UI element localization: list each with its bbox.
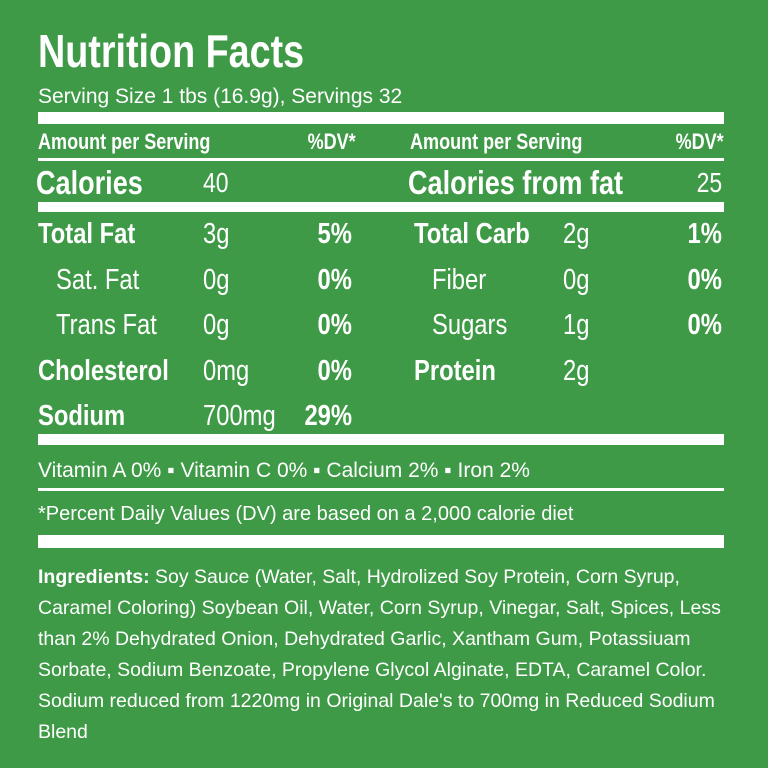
- calories-value: 25: [696, 167, 722, 198]
- nutrient-name: Total Fat: [38, 218, 136, 250]
- nutrient-amount: 0g: [203, 263, 230, 296]
- dv-header: %DV*: [307, 129, 356, 154]
- calories-label: Calories: [36, 164, 143, 201]
- nutrient-dv: 1%: [687, 218, 722, 250]
- thick-rule: [38, 434, 724, 445]
- nutrient-amount: 3g: [203, 218, 230, 250]
- nutrient-dv: 0%: [317, 263, 352, 296]
- amount-header: Amount per Serving: [410, 129, 583, 154]
- nutrient-dv: 29%: [304, 400, 352, 432]
- nutrient-name: Sat. Fat: [56, 263, 140, 296]
- nutrient-dv: 0%: [687, 263, 722, 296]
- nutrient-amount: 1g: [563, 309, 590, 341]
- thick-rule: [38, 202, 724, 212]
- nutrient-name: Cholesterol: [38, 354, 169, 387]
- nutrient-dv: 0%: [687, 309, 722, 341]
- nutrient-amount: 0g: [563, 263, 590, 296]
- thick-rule: [38, 112, 724, 124]
- nutrient-amount: 0mg: [203, 354, 250, 387]
- nutrient-name: Total Carb: [414, 218, 530, 250]
- vitamins: Vitamin A 0% ▪ Vitamin C 0% ▪ Calcium 2%…: [38, 459, 530, 482]
- ingredients-text: Soy Sauce (Water, Salt, Hydrolized Soy P…: [38, 566, 721, 743]
- nutrient-name: Sugars: [432, 309, 508, 341]
- nutrient-dv: 0%: [317, 309, 352, 341]
- nutrient-amount: 700mg: [203, 400, 276, 432]
- nutrient-name: Trans Fat: [56, 309, 157, 341]
- rule: [38, 488, 724, 491]
- calories-value: 40: [203, 167, 229, 198]
- nutrient-name: Sodium: [38, 400, 126, 432]
- nutrient-dv: 5%: [317, 218, 352, 250]
- nutrient-amount: 2g: [563, 354, 590, 387]
- nutrient-dv: 0%: [317, 354, 352, 387]
- nutrient-amount: 2g: [563, 218, 590, 250]
- ingredients-label: Ingredients:: [38, 566, 150, 588]
- nutrient-amount: 0g: [203, 309, 230, 341]
- ingredients: Ingredients: Soy Sauce (Water, Salt, Hyd…: [38, 562, 738, 748]
- title: Nutrition Facts: [38, 25, 305, 77]
- amount-header: Amount per Serving: [38, 129, 211, 154]
- footnote: *Percent Daily Values (DV) are based on …: [38, 503, 574, 525]
- rule: [38, 158, 724, 161]
- serving: Serving Size 1 tbs (16.9g), Servings 32: [38, 85, 403, 108]
- dv-header: %DV*: [675, 129, 724, 154]
- nutrient-name: Protein: [414, 354, 496, 387]
- calories-label: Calories from fat: [408, 164, 624, 201]
- nutrient-name: Fiber: [432, 263, 487, 296]
- thick-rule: [38, 535, 724, 548]
